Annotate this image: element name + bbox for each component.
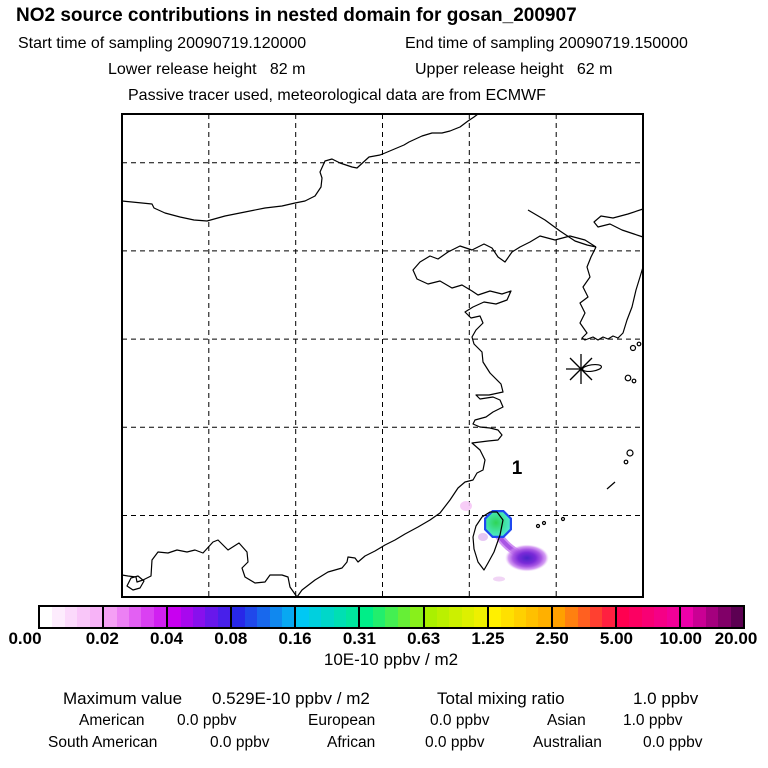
- region-value-asian: 1.0 ppbv: [623, 712, 683, 729]
- china-coast: [121, 235, 597, 598]
- colorbar-segment: [296, 607, 361, 627]
- release-star-icon: [566, 354, 603, 384]
- colorbar-tick: 1.25: [471, 629, 505, 648]
- colorbar-tick: 0.02: [85, 629, 119, 648]
- colorbar-segment: [552, 607, 617, 627]
- colorbar-segment: [40, 607, 105, 627]
- colorbar-tick: 20.00: [714, 629, 758, 648]
- region-label-european: European: [308, 712, 376, 729]
- korea-coast: [579, 246, 644, 341]
- colorbar: [38, 605, 745, 629]
- maximum-value: 0.529E-10 ppbv / m2: [212, 689, 370, 708]
- total-mixing-ratio-label: Total mixing ratio: [437, 689, 565, 708]
- region-label-south-american: South American: [48, 734, 158, 751]
- small-islands: [535, 341, 642, 529]
- colorbar-tick: 0.04: [149, 629, 184, 648]
- region-value-european: 0.0 ppbv: [430, 712, 490, 729]
- total-mixing-ratio-value: 1.0 ppbv: [633, 689, 699, 708]
- colorbar-segment: [488, 607, 553, 627]
- colorbar-tick: 5.00: [599, 629, 633, 648]
- tracer-note-text: Passive tracer used, meteorological data…: [128, 87, 546, 104]
- region-value-south-american: 0.0 ppbv: [210, 734, 270, 751]
- colorbar-tick: 10.00: [659, 629, 702, 648]
- colorbar-tick: 0.00: [8, 629, 42, 648]
- colorbar-segment: [168, 607, 233, 627]
- start-time-text: Start time of sampling 20090719.120000: [18, 35, 307, 52]
- colorbar-segment: [424, 607, 489, 627]
- end-time-text: End time of sampling 20090719.150000: [405, 35, 688, 52]
- region-label-american: American: [79, 712, 145, 729]
- region-value-african: 0.0 ppbv: [425, 734, 485, 751]
- colorbar-tick: 0.16: [278, 629, 312, 648]
- coastlines: [121, 113, 644, 598]
- region-value-australian: 0.0 ppbv: [643, 734, 703, 751]
- colorbar-tick: 2.50: [535, 629, 569, 648]
- latlon-grid: [122, 114, 643, 597]
- primorye-coast: [593, 208, 644, 238]
- colorbar-segment: [232, 607, 297, 627]
- colorbar-segment: [616, 607, 681, 627]
- maximum-value-label: Maximum value: [63, 689, 183, 708]
- region-label-asian: Asian: [547, 712, 586, 729]
- hainan-island: [126, 575, 145, 591]
- colorbar-segment: [104, 607, 169, 627]
- colorbar-tick: 0.08: [214, 629, 248, 648]
- page-title: NO2 source contributions in nested domai…: [16, 5, 577, 26]
- colorbar-units-label: 10E-10 ppbv / m2: [323, 650, 459, 669]
- region-label-australian: Australian: [533, 734, 602, 751]
- yalu-border: [527, 209, 597, 248]
- colorbar-tick: 0.63: [407, 629, 441, 648]
- colorbar-segment: [680, 607, 744, 627]
- region-value-american: 0.0 ppbv: [177, 712, 237, 729]
- colorbar-tick: 0.31: [342, 629, 376, 648]
- north-border-line: [121, 113, 479, 222]
- lower-release-text: Lower release height 82 m: [108, 61, 306, 78]
- faint-plume-patches: [460, 501, 505, 582]
- upper-release-text: Upper release height 62 m: [415, 61, 613, 78]
- receptor-octagon: [484, 510, 512, 539]
- taiwan-outline: [472, 511, 504, 571]
- map-frame: [121, 113, 644, 598]
- colorbar-segment: [360, 607, 425, 627]
- receptor-number-label: 1: [512, 458, 523, 479]
- region-label-african: African: [327, 734, 376, 751]
- concentration-plume: [495, 532, 549, 572]
